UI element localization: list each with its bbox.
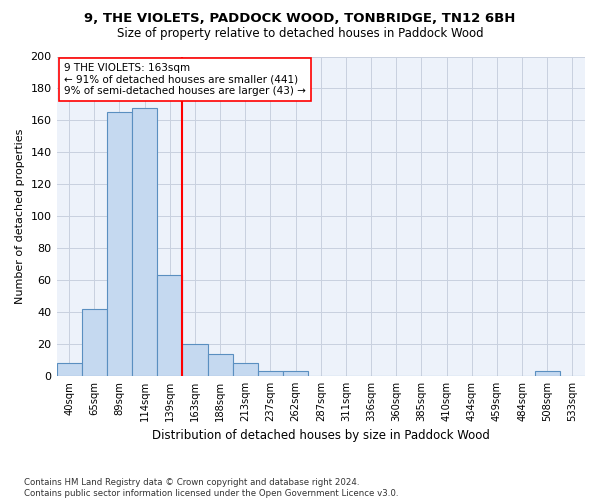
Bar	[283, 371, 308, 376]
Text: 9, THE VIOLETS, PADDOCK WOOD, TONBRIDGE, TN12 6BH: 9, THE VIOLETS, PADDOCK WOOD, TONBRIDGE,…	[85, 12, 515, 26]
X-axis label: Distribution of detached houses by size in Paddock Wood: Distribution of detached houses by size …	[152, 430, 490, 442]
Bar	[535, 371, 560, 376]
Y-axis label: Number of detached properties: Number of detached properties	[15, 128, 25, 304]
Text: Contains HM Land Registry data © Crown copyright and database right 2024.
Contai: Contains HM Land Registry data © Crown c…	[24, 478, 398, 498]
Text: 9 THE VIOLETS: 163sqm
← 91% of detached houses are smaller (441)
9% of semi-deta: 9 THE VIOLETS: 163sqm ← 91% of detached …	[64, 63, 306, 96]
Text: Size of property relative to detached houses in Paddock Wood: Size of property relative to detached ho…	[116, 28, 484, 40]
Bar	[208, 354, 233, 376]
Bar	[182, 344, 208, 376]
Bar	[82, 309, 107, 376]
Bar	[258, 371, 283, 376]
Bar	[107, 112, 132, 376]
Bar	[157, 276, 182, 376]
Bar	[56, 363, 82, 376]
Bar	[132, 108, 157, 376]
Bar	[233, 363, 258, 376]
